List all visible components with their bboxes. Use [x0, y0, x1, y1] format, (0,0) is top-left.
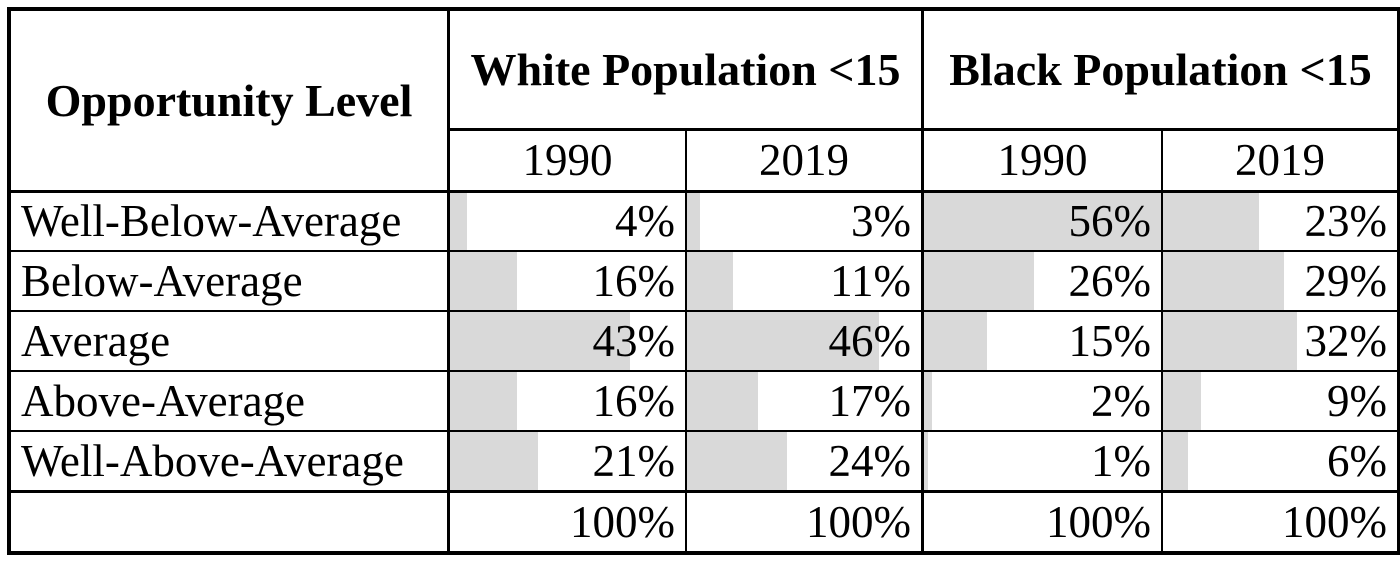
total-cell: 100% — [921, 490, 1161, 551]
cell-value: 32% — [1304, 315, 1388, 366]
data-cell: 6% — [1161, 430, 1397, 490]
year-header-white-1990: 1990 — [447, 128, 685, 190]
cell-value: 9% — [1327, 375, 1387, 426]
cell-value: 29% — [1304, 255, 1388, 306]
data-cell: 16% — [447, 250, 685, 310]
data-cell: 15% — [921, 310, 1161, 370]
data-bar — [687, 432, 788, 490]
data-bar — [924, 193, 1161, 250]
cell-value: 43% — [592, 315, 676, 366]
data-bar — [1163, 432, 1189, 490]
cell-value: 100% — [1046, 496, 1151, 547]
data-bar — [450, 252, 518, 310]
row-label: Below-Average — [11, 250, 447, 310]
data-bar — [687, 252, 733, 310]
data-bar — [1163, 372, 1201, 430]
total-cell: 100% — [447, 490, 685, 551]
data-cell: 4% — [447, 190, 685, 250]
data-bar — [924, 252, 1035, 310]
data-cell: 9% — [1161, 370, 1397, 430]
data-bar — [687, 312, 880, 370]
cell-value: 100% — [806, 496, 911, 547]
cell-value: 1% — [1091, 435, 1151, 486]
data-bar — [687, 193, 700, 250]
data-cell: 1% — [921, 430, 1161, 490]
cell-value: 16% — [592, 375, 676, 426]
cell-value: 24% — [828, 435, 912, 486]
data-cell: 21% — [447, 430, 685, 490]
cell-value: 16% — [592, 255, 676, 306]
data-cell: 24% — [685, 430, 921, 490]
data-bar — [1163, 312, 1297, 370]
data-bar — [924, 312, 988, 370]
data-cell: 2% — [921, 370, 1161, 430]
data-bar — [924, 432, 929, 490]
data-cell: 29% — [1161, 250, 1397, 310]
cell-value: 2% — [1091, 375, 1151, 426]
data-cell: 26% — [921, 250, 1161, 310]
group-header-black-population: Black Population <15 — [921, 11, 1397, 128]
data-bar — [450, 432, 539, 490]
data-bar — [687, 372, 759, 430]
cell-value: 100% — [570, 496, 675, 547]
data-bar — [1163, 193, 1260, 250]
data-cell: 56% — [921, 190, 1161, 250]
data-cell: 3% — [685, 190, 921, 250]
total-cell: 100% — [1161, 490, 1397, 551]
row-label: Well-Below-Average — [11, 190, 447, 250]
data-cell: 32% — [1161, 310, 1397, 370]
data-cell: 23% — [1161, 190, 1397, 250]
data-cell: 17% — [685, 370, 921, 430]
row-label: Average — [11, 310, 447, 370]
cell-value: 23% — [1304, 196, 1388, 246]
cell-value: 3% — [851, 196, 911, 246]
cell-value: 100% — [1282, 496, 1387, 547]
cell-value: 21% — [592, 435, 676, 486]
row-label: Well-Above-Average — [11, 430, 447, 490]
data-cell: 16% — [447, 370, 685, 430]
total-cell: 100% — [685, 490, 921, 551]
cell-value: 46% — [828, 315, 912, 366]
opportunity-table: Opportunity Level White Population <15 B… — [7, 7, 1400, 555]
year-header-black-2019: 2019 — [1161, 128, 1397, 190]
cell-value: 6% — [1327, 435, 1387, 486]
data-cell: 43% — [447, 310, 685, 370]
data-bar — [1163, 252, 1285, 310]
total-row-label — [11, 490, 447, 551]
cell-value: 11% — [830, 255, 911, 306]
cell-value: 17% — [828, 375, 912, 426]
year-header-white-2019: 2019 — [685, 128, 921, 190]
data-cell: 46% — [685, 310, 921, 370]
group-header-white-population: White Population <15 — [447, 11, 921, 128]
cell-value: 15% — [1068, 315, 1152, 366]
data-bar — [450, 312, 631, 370]
corner-header: Opportunity Level — [45, 74, 413, 126]
data-bar — [450, 372, 518, 430]
data-bar — [450, 193, 467, 250]
data-cell: 11% — [685, 250, 921, 310]
cell-value: 26% — [1068, 255, 1152, 306]
cell-value: 4% — [615, 196, 675, 246]
year-header-black-1990: 1990 — [921, 128, 1161, 190]
row-label: Above-Average — [11, 370, 447, 430]
data-bar — [924, 372, 933, 430]
cell-value: 56% — [1068, 196, 1152, 246]
